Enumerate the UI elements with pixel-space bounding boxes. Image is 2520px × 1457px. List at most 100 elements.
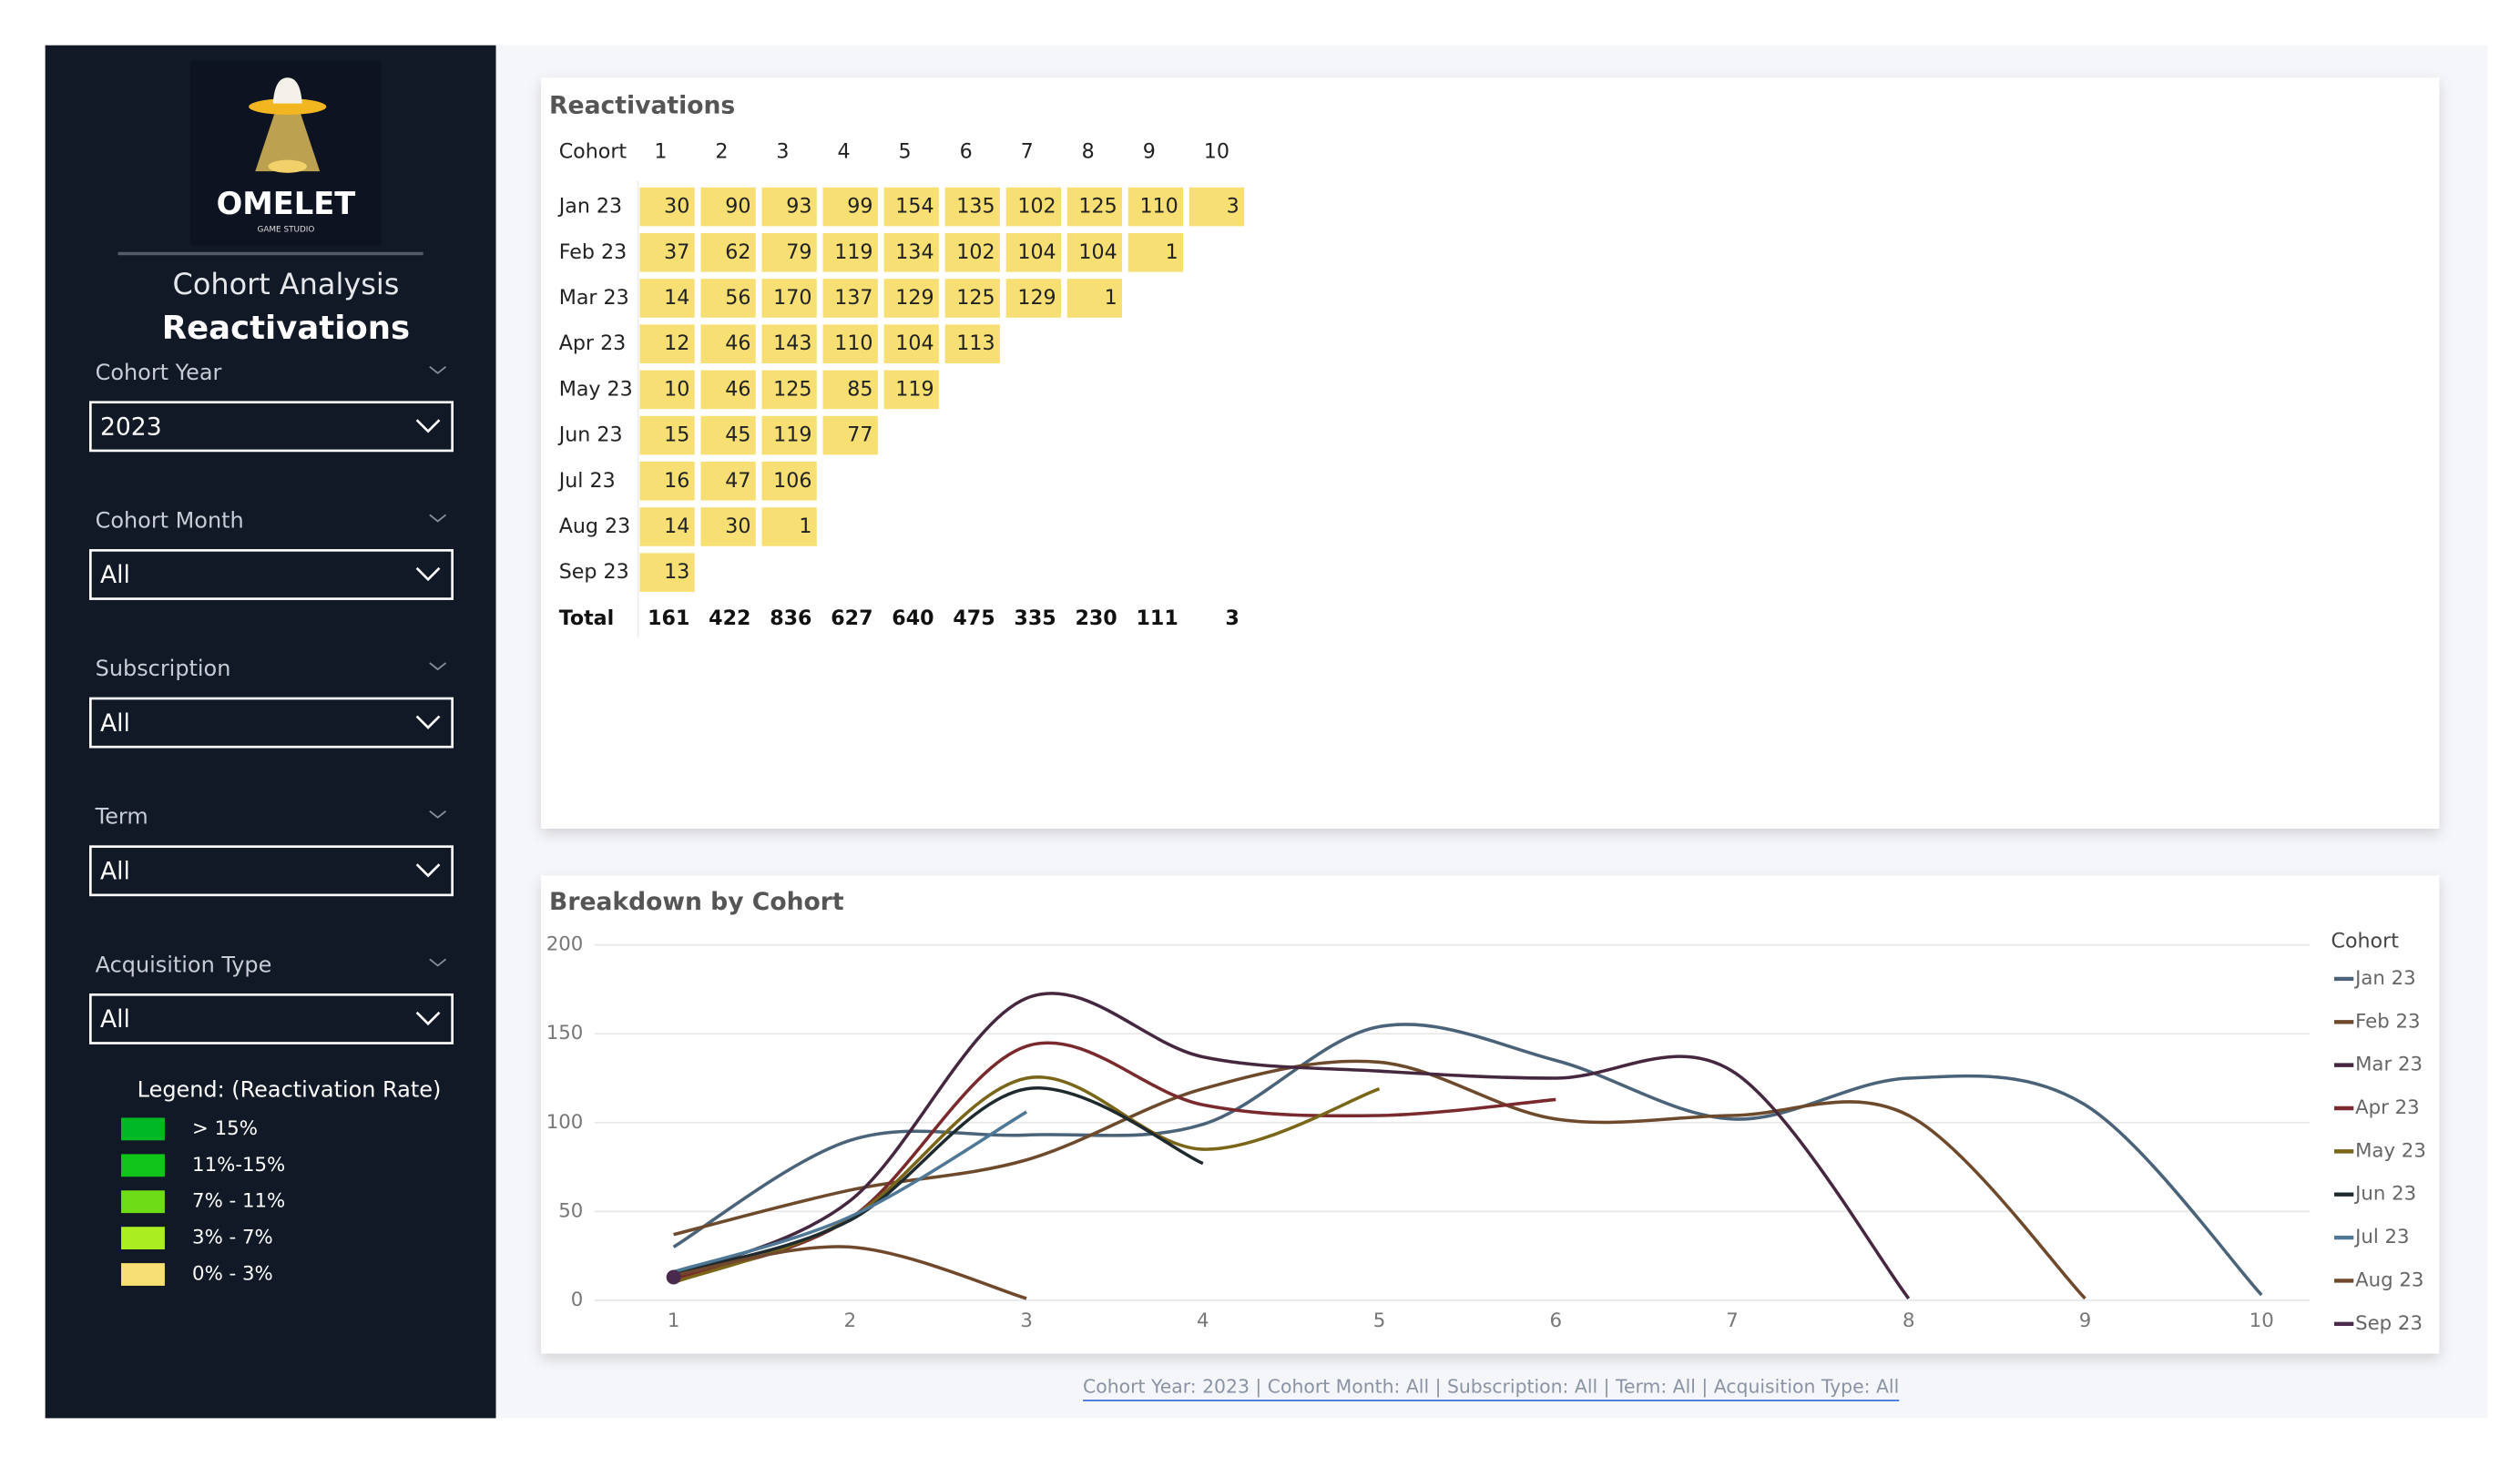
- cell-value: 30: [725, 515, 750, 538]
- cell: [1005, 233, 1061, 272]
- cell-value: 30: [664, 195, 689, 219]
- legend-swatch: [121, 1263, 165, 1286]
- logo: [190, 61, 382, 246]
- total-value: 161: [648, 606, 689, 630]
- row-label: Sep 23: [559, 560, 629, 584]
- line: [672, 992, 1911, 1300]
- cell: [1066, 279, 1123, 318]
- cell-value: 99: [847, 195, 872, 219]
- dropdown[interactable]: [88, 549, 454, 600]
- subtitle: Cohort Analysis: [173, 267, 400, 301]
- line-point: [666, 1269, 681, 1285]
- dropdown-value: All: [100, 561, 130, 589]
- row-label: Jul 23: [557, 469, 616, 493]
- collapse-icon: [429, 958, 447, 967]
- cell-value: 110: [1139, 195, 1178, 219]
- filter-label: Acquisition Type: [96, 952, 272, 977]
- cell-value: 104: [895, 331, 934, 355]
- dropdown[interactable]: [88, 845, 454, 897]
- cell-value: 119: [773, 423, 811, 447]
- dropdown-value: All: [100, 709, 130, 738]
- cell-value: 104: [1078, 240, 1117, 264]
- y-tick-label: 150: [546, 1022, 584, 1044]
- cell: [639, 233, 695, 272]
- cell: [761, 324, 817, 363]
- legend-entry: Jun 23: [2353, 1183, 2416, 1206]
- dropdown[interactable]: [88, 697, 454, 749]
- legend-entry: Jul 23: [2353, 1226, 2409, 1248]
- collapse-icon: [429, 662, 447, 671]
- cell-value: 110: [834, 331, 872, 355]
- cell-value: 90: [725, 195, 750, 219]
- filter-label: Cohort Month: [96, 507, 244, 533]
- total-value: 475: [953, 606, 995, 630]
- cell-value: 79: [786, 240, 811, 264]
- legend-title: Legend: (Reactivation Rate): [138, 1076, 442, 1102]
- row-label: Aug 23: [559, 515, 631, 538]
- row-label: Jan 23: [557, 195, 622, 219]
- cell-value: 10: [664, 377, 689, 401]
- cell: [822, 370, 878, 410]
- cell-value: 134: [895, 240, 934, 264]
- legend-label: 3% - 7%: [192, 1227, 273, 1249]
- filter-label: Term: [95, 804, 148, 830]
- legend-entry: Aug 23: [2355, 1269, 2423, 1291]
- cell-value: 77: [847, 423, 872, 447]
- column-header: 4: [837, 139, 850, 163]
- cell: [1189, 187, 1245, 227]
- column-header: 5: [899, 139, 912, 163]
- total-value: 3: [1225, 606, 1239, 630]
- x-tick-label: 9: [2079, 1309, 2092, 1332]
- cell: [944, 187, 1000, 227]
- cell-value: 106: [773, 469, 811, 493]
- cell: [761, 187, 817, 227]
- cell: [761, 233, 817, 272]
- cell: [761, 461, 817, 501]
- row-label: Apr 23: [559, 331, 627, 355]
- cell-value: 93: [786, 195, 811, 219]
- cell: [944, 324, 1000, 363]
- cell-value: 15: [664, 423, 689, 447]
- cell-value: 3: [1227, 195, 1240, 219]
- legend-label: 0% - 3%: [192, 1263, 273, 1286]
- cell: [761, 370, 817, 410]
- cell: [883, 370, 939, 410]
- cell: [700, 324, 756, 363]
- legend-swatch: [121, 1154, 165, 1177]
- legend-swatch: [121, 1190, 165, 1214]
- brand: OMELET: [217, 186, 356, 221]
- cell: [700, 461, 756, 501]
- cell: [883, 279, 939, 318]
- dropdown[interactable]: [88, 401, 454, 453]
- x-tick-label: 1: [668, 1309, 680, 1332]
- cell-value: 135: [956, 195, 995, 219]
- chevron: [415, 419, 441, 433]
- cell: [1127, 233, 1184, 272]
- total-value: 335: [1014, 606, 1056, 630]
- x-tick-label: 2: [844, 1309, 857, 1332]
- sidebar: [45, 45, 496, 1419]
- chevron: [415, 863, 441, 878]
- header-label: Cohort: [559, 139, 627, 163]
- cell: [700, 233, 756, 272]
- total-value: 230: [1075, 606, 1117, 630]
- cell: [1066, 187, 1123, 227]
- chevron: [415, 566, 441, 582]
- cell: [822, 233, 878, 272]
- x-tick-label: 6: [1550, 1309, 1563, 1332]
- cell-value: 137: [834, 286, 872, 310]
- column-header: 8: [1082, 139, 1095, 163]
- column-header: 10: [1204, 139, 1229, 163]
- cell-value: 170: [773, 286, 811, 310]
- collapse-icon: [429, 514, 447, 523]
- cell: [883, 233, 939, 272]
- cell-value: 16: [664, 469, 689, 493]
- y-tick-label: 50: [558, 1199, 583, 1222]
- x-tick-label: 10: [2250, 1309, 2274, 1332]
- cell-value: 125: [1078, 195, 1117, 219]
- cell-value: 1: [799, 515, 811, 538]
- dropdown[interactable]: [88, 993, 454, 1044]
- row-label: Feb 23: [559, 240, 627, 264]
- line: [673, 1245, 1027, 1300]
